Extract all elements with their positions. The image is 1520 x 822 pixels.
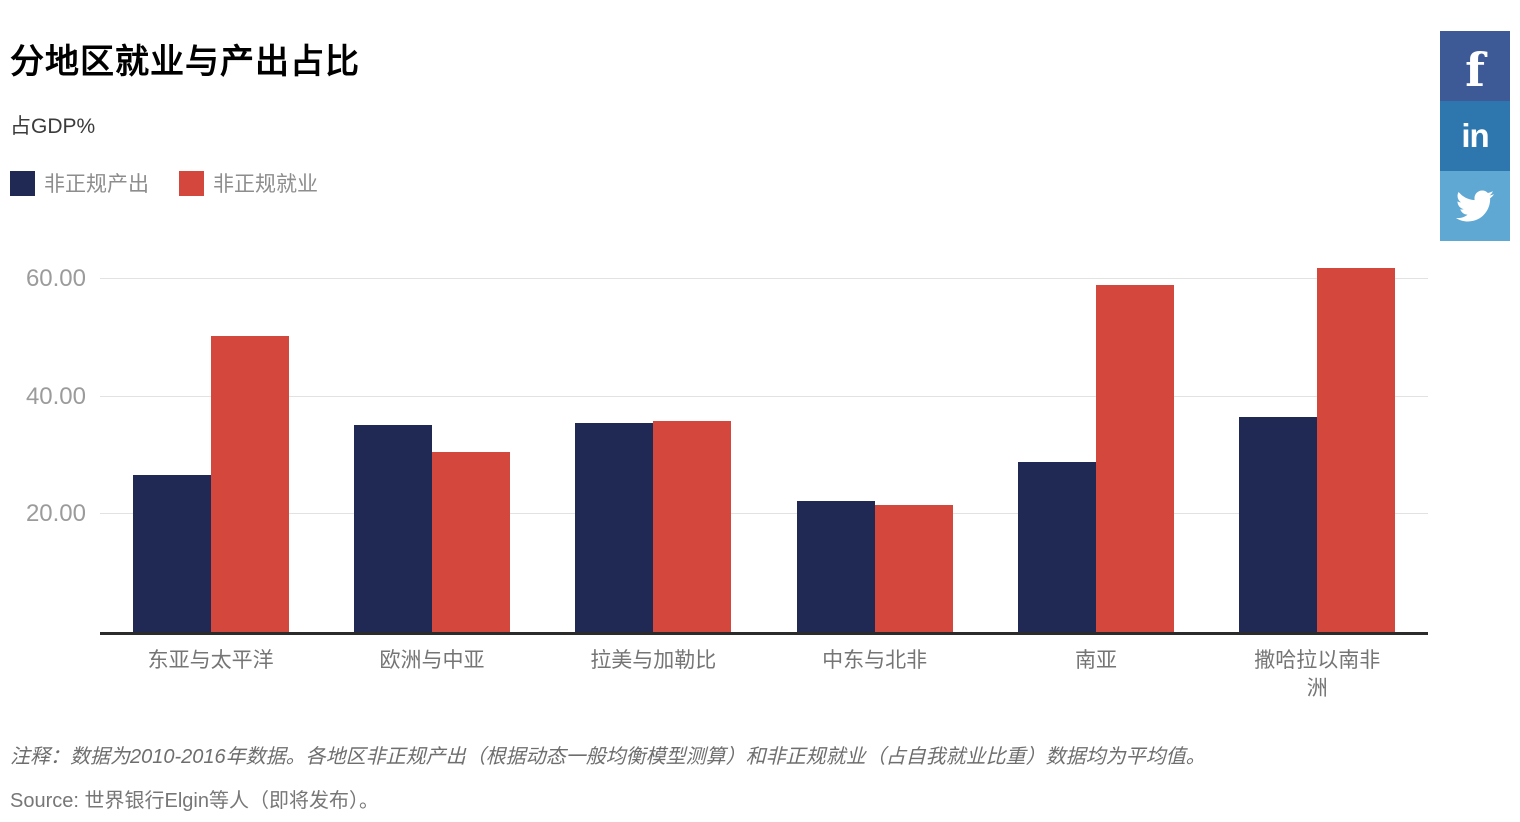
page-title: 分地区就业与产出占比 (10, 43, 360, 81)
bar-groups (100, 267, 1428, 632)
legend-swatch-red (179, 170, 204, 196)
x-axis-category-label: 欧洲与中亚 (379, 649, 485, 672)
legend-label: 非正规就业 (213, 173, 318, 196)
bar (431, 452, 510, 632)
social-share-bar: f in (1440, 31, 1510, 241)
gridline: 40.00 (26, 383, 1428, 410)
bar (1095, 285, 1174, 632)
bar-group (764, 267, 985, 632)
bar (210, 336, 289, 632)
gridline: 20.00 (26, 500, 1428, 527)
x-axis-category-label: 拉美与加勒比 (590, 649, 717, 672)
bar (353, 425, 432, 632)
legend-swatch-navy (10, 170, 35, 196)
bar-group (321, 267, 542, 632)
bar-group (100, 267, 321, 632)
bar (132, 475, 211, 632)
twitter-share-button[interactable] (1440, 171, 1510, 241)
bar (653, 420, 732, 632)
chart-note: 注释：数据为2010-2016年数据。各地区非正规产出（根据动态一般均衡模型测算… (10, 746, 1206, 768)
bar-group (985, 267, 1206, 632)
bar (796, 500, 875, 632)
x-axis-category-label: 东亚与太平洋 (147, 649, 274, 672)
bar (575, 423, 654, 632)
bar (874, 505, 953, 632)
facebook-icon: f (1465, 43, 1485, 97)
linkedin-share-button[interactable]: in (1440, 101, 1510, 171)
bar (1239, 417, 1318, 632)
x-axis-category-label: 撒哈拉以南非洲 (1254, 649, 1381, 700)
bar-group (543, 267, 764, 632)
x-axis-category-label: 南亚 (1074, 649, 1117, 672)
chart-legend: 非正规产出 非正规就业 (10, 168, 318, 198)
chart-subtitle: 占GDP% (10, 115, 96, 138)
legend-item-informal-output: 非正规产出 (10, 168, 149, 198)
y-axis-tick-label: 40.00 (25, 382, 86, 410)
x-axis-category-label: 中东与北非 (822, 649, 928, 672)
plot-area: 20.00 40.00 60.00 (26, 265, 1428, 635)
twitter-icon (1456, 190, 1494, 222)
facebook-share-button[interactable]: f (1440, 31, 1510, 101)
y-axis-tick-label: 60.00 (25, 265, 86, 293)
x-axis-labels: 东亚与太平洋 欧洲与中亚 拉美与加勒比 中东与北非 南亚 撒哈拉以南非洲 (100, 647, 1428, 703)
bar-chart: 20.00 40.00 60.00 东亚与太平洋 欧洲与中亚 拉美与加勒比 中东与北非 南亚… (0, 265, 1520, 703)
legend-item-informal-employment: 非正规就业 (179, 168, 318, 198)
y-axis-tick-label: 20.00 (25, 500, 86, 528)
gridline: 60.00 (26, 265, 1428, 292)
legend-label: 非正规产出 (44, 173, 149, 196)
chart-source: Source: 世界银行Elgin等人（即将发布）。 (10, 790, 379, 812)
bar (1017, 461, 1096, 632)
linkedin-icon: in (1461, 117, 1489, 154)
bar-group (1207, 267, 1428, 632)
bar (1317, 267, 1396, 632)
